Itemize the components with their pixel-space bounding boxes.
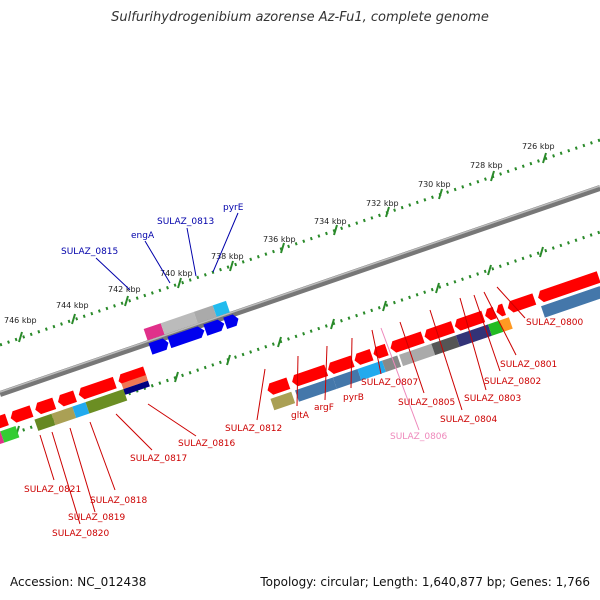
gene-label-SULAZ_0804: SULAZ_0804	[440, 415, 498, 425]
gene-label-SULAZ_0806: SULAZ_0806	[390, 432, 448, 442]
kbp-label: 734 kbp	[314, 217, 347, 226]
kbp-label: 738 kbp	[211, 252, 244, 261]
accession-text: Accession: NC_012438	[10, 575, 147, 589]
reverse-gene-arrow	[118, 366, 147, 386]
reverse-gene-arrow	[328, 355, 355, 374]
feature-block	[51, 406, 77, 426]
kbp-label: 746 kbp	[4, 316, 37, 325]
gene-label-SULAZ_0819: SULAZ_0819	[68, 513, 126, 523]
genome-summary-text: Topology: circular; Length: 1,640,877 bp…	[260, 575, 590, 589]
reverse-leader-lines	[39, 286, 526, 525]
gene-label-pyrE: pyrE	[223, 203, 244, 213]
feature-block	[193, 305, 217, 324]
feature-block	[160, 311, 198, 335]
gene-label-SULAZ_0807: SULAZ_0807	[361, 378, 418, 388]
gene-label-SULAZ_0815: SULAZ_0815	[61, 247, 118, 257]
feature-block	[399, 343, 436, 367]
gene-label-SULAZ_0805: SULAZ_0805	[398, 398, 455, 408]
reverse-gene-arrow	[496, 303, 506, 317]
feature-block	[212, 300, 230, 317]
kbp-label: 740 kbp	[160, 269, 193, 278]
forward-leader-lines	[95, 212, 239, 291]
reverse-gene-arrow	[10, 405, 34, 423]
gene-label-SULAZ_0821: SULAZ_0821	[24, 485, 81, 495]
genome-backbone-highlight	[0, 185, 600, 393]
feature-block	[488, 320, 504, 336]
reverse-features-left	[0, 366, 150, 448]
reverse-gene-arrow	[538, 271, 600, 303]
gene-label-pyrB: pyrB	[343, 393, 364, 403]
forward-features	[143, 300, 239, 355]
gene-label-SULAZ_0813: SULAZ_0813	[157, 217, 214, 227]
kbp-label: 730 kbp	[418, 180, 451, 189]
reverse-gene-arrow	[424, 321, 455, 341]
reverse-gene-arrow	[485, 306, 497, 321]
kbp-label: 742 kbp	[108, 285, 141, 294]
kbp-labels: 726 kbp 728 kbp 730 kbp 732 kbp 734 kbp …	[4, 142, 555, 325]
reverse-gene-arrow	[354, 349, 374, 365]
feature-block	[121, 375, 148, 390]
feature-block	[0, 426, 20, 443]
feature-block	[455, 324, 492, 347]
reverse-gene-arrow	[0, 413, 9, 432]
gene-label-SULAZ_0800: SULAZ_0800	[526, 318, 584, 328]
forward-gene-arrow	[203, 319, 225, 336]
forward-gene-arrow	[223, 314, 239, 329]
feature-block	[541, 286, 600, 318]
gene-label-SULAZ_0801: SULAZ_0801	[500, 360, 557, 370]
kbp-label: 732 kbp	[366, 199, 399, 208]
kbp-label: 744 kbp	[56, 301, 89, 310]
gene-label-SULAZ_0802: SULAZ_0802	[484, 377, 541, 387]
feature-block	[270, 391, 296, 411]
feature-block	[34, 413, 56, 431]
gene-label-SULAZ_0816: SULAZ_0816	[178, 439, 236, 449]
feature-block	[123, 380, 150, 395]
kbp-label: 736 kbp	[263, 235, 296, 244]
kbp-label: 726 kbp	[522, 142, 555, 151]
reverse-gene-arrow	[373, 343, 389, 359]
reverse-gene-arrow	[57, 390, 77, 407]
forward-labels: pyrE SULAZ_0813 engA SULAZ_0815	[61, 203, 244, 257]
forward-gene-arrow	[167, 326, 205, 349]
pseudo-leader-line	[380, 327, 420, 431]
gene-label-SULAZ_0820: SULAZ_0820	[52, 529, 110, 539]
reverse-gene-arrow	[78, 376, 117, 400]
gene-label-engA: engA	[131, 231, 155, 241]
feature-block	[431, 335, 460, 356]
feature-block	[85, 389, 128, 414]
gene-label-SULAZ_0803: SULAZ_0803	[464, 394, 521, 404]
map-title: Sulfurihydrogenibium azorense Az-Fu1, co…	[111, 10, 489, 25]
feature-block	[295, 377, 337, 402]
outer-tick-ring	[0, 138, 600, 347]
reverse-gene-arrow	[35, 397, 57, 415]
kbp-label: 728 kbp	[470, 161, 503, 170]
gene-label-SULAZ_0818: SULAZ_0818	[90, 496, 148, 506]
reverse-gene-arrow	[267, 377, 291, 395]
gene-label-argF: argF	[314, 403, 334, 413]
reverse-labels: SULAZ_0800 SULAZ_0801 SULAZ_0802 SULAZ_0…	[24, 318, 584, 539]
genome-backbone	[0, 185, 600, 397]
gene-label-gltA: gltA	[291, 411, 310, 421]
reverse-gene-arrow	[507, 293, 537, 313]
gene-label-SULAZ_0817: SULAZ_0817	[130, 454, 187, 464]
feature-block	[143, 323, 165, 341]
outer-major-ticks	[18, 152, 547, 343]
forward-gene-arrow	[148, 338, 169, 355]
reverse-gene-arrow	[292, 364, 329, 387]
reverse-gene-arrow	[390, 331, 425, 353]
feature-block	[72, 402, 90, 418]
gene-label-SULAZ_0812: SULAZ_0812	[225, 424, 282, 434]
feature-block	[332, 369, 362, 389]
reverse-gene-arrow	[454, 310, 486, 331]
reverse-features-right	[267, 271, 600, 411]
